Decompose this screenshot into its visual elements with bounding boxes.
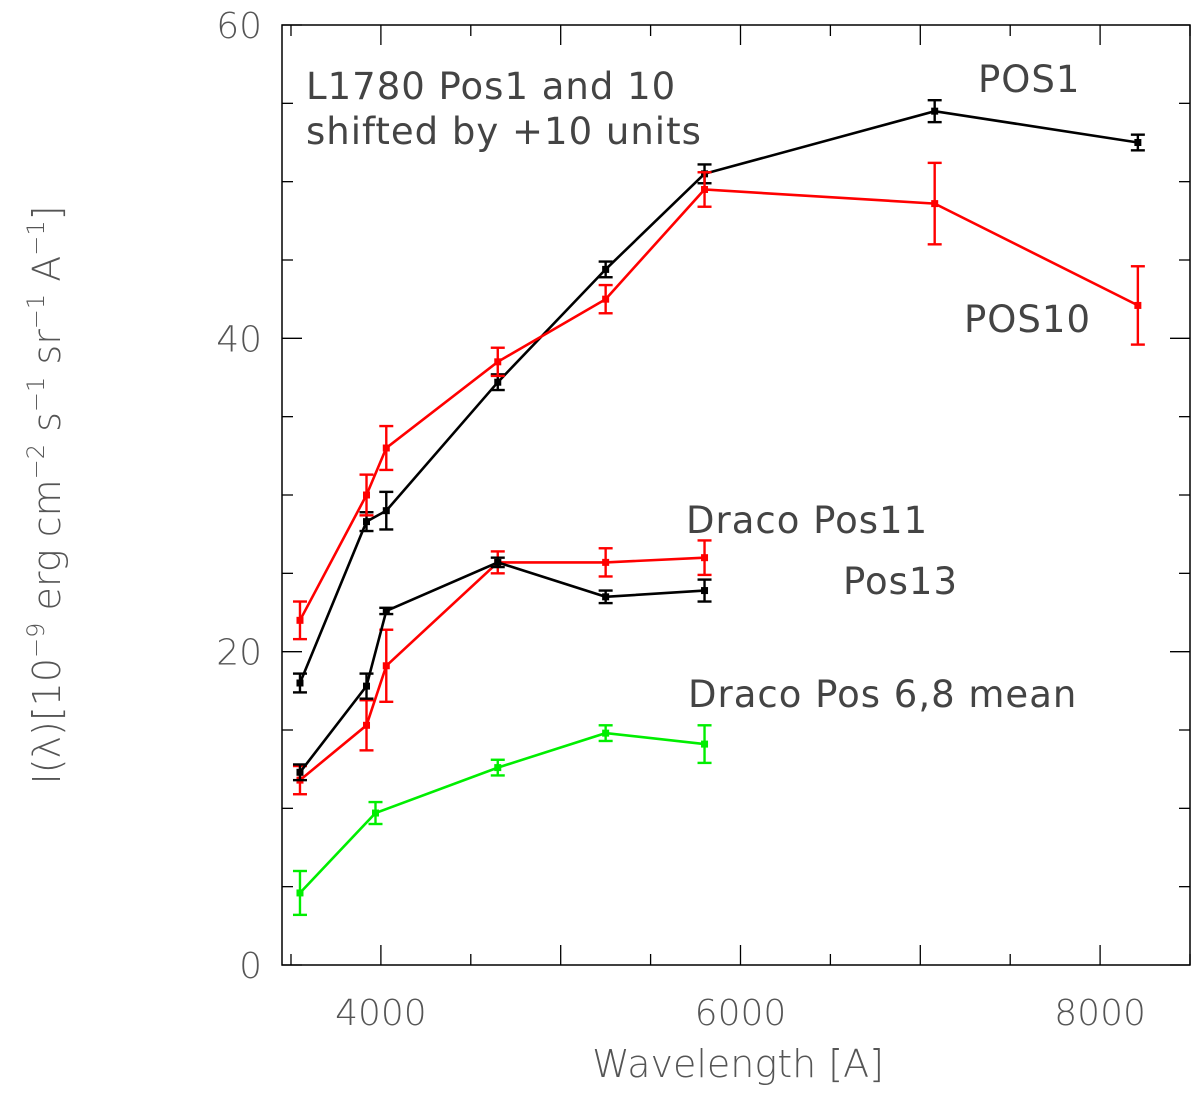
series-layer	[292, 98, 1145, 917]
x-tick-label: 4000	[335, 993, 427, 1034]
data-point	[1134, 139, 1142, 146]
major-ticks	[282, 24, 1190, 966]
y-label-exp2: −2	[22, 444, 50, 479]
data-point	[602, 295, 610, 303]
series-line	[298, 561, 705, 774]
data-point	[363, 721, 371, 729]
y-label-exp5: −1	[22, 220, 50, 255]
y-tick-label: 60	[216, 6, 262, 47]
data-point	[931, 200, 939, 208]
y-label-mid4: A	[25, 256, 69, 294]
y-label-prefix: I(λ)[10	[25, 658, 69, 785]
data-point	[363, 491, 371, 499]
data-point	[701, 554, 709, 562]
x-axis-label: Wavelength [A]	[592, 1042, 884, 1086]
series-0	[292, 98, 1145, 694]
series-3	[292, 556, 712, 782]
series-line	[298, 109, 1139, 684]
series-line	[298, 188, 1139, 621]
data-point	[1134, 301, 1142, 309]
y-tick-label: 20	[216, 633, 262, 674]
data-point	[701, 740, 709, 748]
data-point	[494, 358, 502, 366]
data-point	[363, 682, 371, 690]
data-point	[701, 587, 709, 595]
data-point	[296, 889, 304, 897]
data-point	[602, 558, 610, 566]
x-tick-label: 8000	[1054, 993, 1146, 1034]
y-label-mid3: sr	[25, 329, 69, 377]
y-label-exp4: −1	[22, 294, 50, 329]
data-point	[602, 265, 610, 273]
data-point	[296, 679, 304, 687]
annotation-l1780-line1: L1780 Pos1 and 10	[306, 65, 676, 108]
y-tick-label: 40	[216, 319, 262, 360]
data-point	[382, 507, 390, 515]
data-point	[296, 616, 304, 624]
data-point	[494, 558, 502, 566]
y-label-mid2: s	[25, 412, 69, 444]
data-point	[701, 186, 709, 193]
data-point	[494, 378, 502, 386]
series-2	[292, 539, 712, 796]
data-point	[382, 607, 390, 615]
x-tick-label: 6000	[695, 993, 787, 1034]
data-point	[931, 107, 939, 115]
annotation-pos1: POS1	[978, 58, 1080, 101]
annotation-draco-pos11: Draco Pos11	[686, 499, 928, 542]
data-point	[382, 662, 390, 670]
y-axis-label: I(λ)[10−9 erg cm−2 s−1 sr−1 A−1]	[22, 206, 69, 785]
data-point	[363, 518, 371, 526]
minor-ticks	[282, 25, 1191, 965]
series-1	[292, 161, 1145, 641]
annotation-pos10: POS10	[964, 298, 1091, 341]
y-label-suffix: ]	[25, 206, 69, 221]
data-point	[371, 809, 379, 817]
data-point	[602, 593, 610, 601]
series-4	[292, 724, 712, 917]
data-point	[602, 729, 610, 737]
tick-labels: 4000 6000 8000 0 20 40 60	[216, 6, 1146, 1034]
annotation-l1780-line2: shifted by +10 units	[306, 110, 702, 153]
data-point	[382, 444, 390, 452]
annotation-pos13: Pos13	[843, 560, 958, 603]
series-line	[299, 556, 705, 782]
data-point	[296, 768, 304, 776]
annotation-draco-mean: Draco Pos 6,8 mean	[688, 673, 1077, 716]
y-label-mid1: erg cm	[25, 479, 69, 622]
data-point	[494, 764, 502, 772]
y-tick-label: 0	[239, 946, 262, 987]
series-line	[299, 731, 705, 894]
y-label-exp3: −1	[22, 377, 50, 412]
y-label-exp1: −9	[22, 623, 50, 658]
